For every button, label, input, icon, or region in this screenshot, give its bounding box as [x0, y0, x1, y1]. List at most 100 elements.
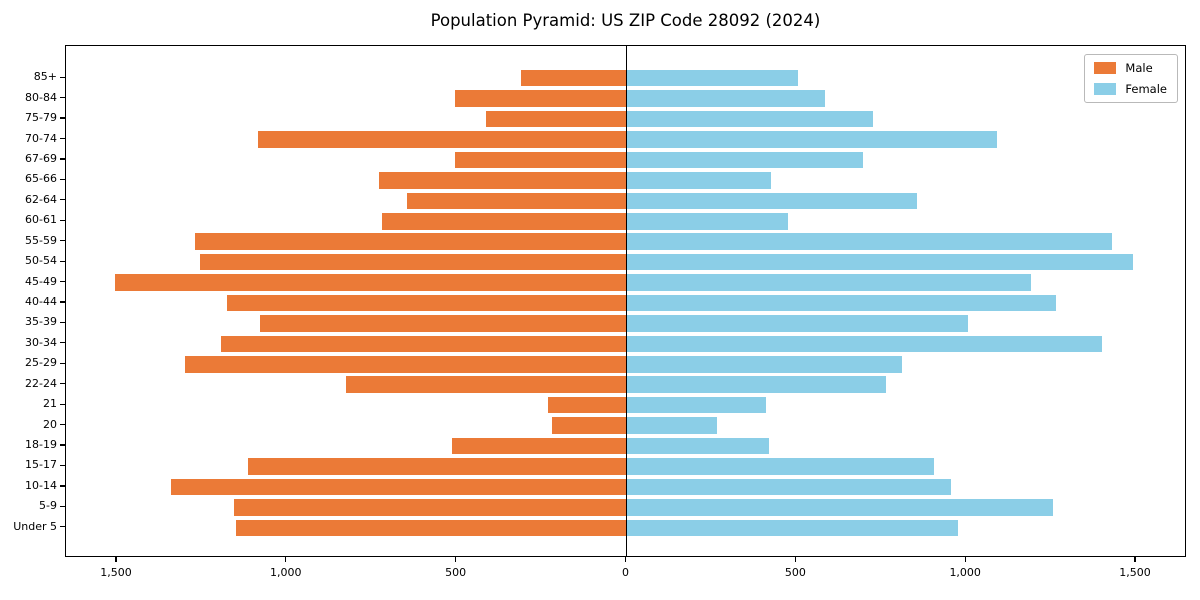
male-bar: [378, 172, 627, 189]
y-tick-mark: [60, 117, 65, 119]
female-bar: [626, 151, 863, 169]
legend-item-male: Male: [1094, 62, 1167, 74]
x-tick-mark: [794, 557, 796, 562]
y-tick-label: 75-79: [25, 111, 57, 125]
pyramid-row: [66, 274, 1185, 291]
male-bar: [220, 335, 627, 353]
male-bar: [346, 376, 627, 393]
y-tick-label: 25-29: [25, 356, 57, 370]
x-tick-label: 500: [784, 566, 806, 579]
pyramid-row: [66, 335, 1185, 353]
legend-item-female: Female: [1094, 83, 1167, 95]
y-tick-mark: [60, 280, 65, 283]
plot-area: Male Female: [65, 45, 1186, 557]
male-bar: [257, 131, 627, 148]
y-tick-mark: [60, 444, 65, 446]
female-bar: [626, 233, 1113, 250]
male-bar: [234, 499, 627, 516]
y-tick-mark: [60, 137, 65, 140]
female-bar: [626, 315, 968, 332]
x-tick-mark: [964, 557, 966, 562]
x-tick-label: 0: [622, 566, 629, 579]
pyramid-row: [66, 499, 1185, 516]
y-tick-label: 65-66: [25, 172, 57, 186]
pyramid-row: [66, 458, 1185, 475]
y-tick-label: 20: [43, 417, 57, 431]
y-tick-mark: [60, 342, 65, 344]
male-bar: [259, 315, 627, 332]
y-tick-mark: [60, 219, 65, 221]
y-tick-mark: [60, 526, 65, 528]
y-tick-label: 40-44: [25, 295, 57, 308]
female-bar: [626, 519, 958, 537]
legend: Male Female: [1084, 54, 1178, 103]
pyramid-row: [66, 172, 1185, 189]
male-bar: [115, 274, 627, 291]
pyramid-row: [66, 478, 1185, 496]
legend-label-male: Male: [1125, 61, 1153, 75]
y-tick-label: 50-54: [25, 254, 57, 268]
female-bar: [626, 356, 902, 373]
y-tick-mark: [60, 505, 65, 507]
female-bar: [626, 335, 1103, 353]
y-tick-mark: [60, 158, 65, 160]
female-bar: [626, 458, 934, 475]
male-bar: [451, 437, 627, 455]
zero-line: [625, 46, 628, 556]
male-bar: [171, 478, 627, 496]
female-bar: [626, 274, 1031, 291]
female-bar: [626, 253, 1133, 271]
x-tick-mark: [1134, 557, 1136, 562]
pyramid-row: [66, 437, 1185, 455]
y-tick-label: 80-84: [25, 90, 57, 104]
female-bar: [626, 417, 717, 434]
y-tick-mark: [60, 301, 65, 303]
y-tick-mark: [60, 464, 65, 467]
pyramid-row: [66, 253, 1185, 271]
y-tick-label: 45-49: [25, 274, 57, 288]
pyramid-row: [66, 213, 1185, 230]
male-bar: [521, 69, 627, 87]
female-swatch-icon: [1094, 83, 1117, 95]
pyramid-row: [66, 356, 1185, 373]
y-tick-label: 70-74: [25, 131, 57, 145]
pyramid-row: [66, 131, 1185, 148]
y-tick-label: 67-69: [25, 151, 57, 165]
female-bar: [626, 376, 887, 393]
female-bar: [626, 131, 997, 148]
female-bar: [626, 478, 951, 496]
female-bar: [626, 396, 766, 414]
chart-title: Population Pyramid: US ZIP Code 28092 (2…: [430, 11, 821, 30]
y-tick-mark: [60, 97, 65, 99]
male-bar: [407, 192, 627, 210]
pyramid-row: [66, 192, 1185, 210]
female-bar: [626, 90, 826, 107]
female-bar: [626, 69, 799, 87]
y-tick-mark: [60, 199, 65, 201]
x-tick-label: 1,000: [270, 566, 302, 579]
pyramid-row: [66, 151, 1185, 169]
male-bar: [247, 458, 627, 475]
x-tick-mark: [285, 557, 287, 562]
pyramid-row: [66, 110, 1185, 128]
pyramid-row: [66, 315, 1185, 332]
y-tick-mark: [60, 424, 65, 426]
y-tick-mark: [60, 178, 65, 180]
y-tick-label: 10-14: [25, 478, 57, 492]
y-tick-label: 5-9: [39, 499, 57, 513]
pyramid-row: [66, 90, 1185, 107]
legend-label-female: Female: [1125, 82, 1167, 96]
y-tick-label: 22-24: [25, 376, 57, 390]
female-bar: [626, 213, 788, 230]
male-bar: [195, 233, 627, 250]
y-tick-mark: [60, 76, 65, 78]
x-tick-mark: [115, 557, 117, 562]
y-tick-mark: [60, 403, 65, 405]
y-tick-label: 21: [43, 397, 57, 411]
female-bar: [626, 437, 770, 455]
y-tick-mark: [60, 362, 65, 364]
pyramid-row: [66, 376, 1185, 393]
male-bar: [454, 151, 627, 169]
x-tick-label: 1,500: [100, 566, 132, 579]
